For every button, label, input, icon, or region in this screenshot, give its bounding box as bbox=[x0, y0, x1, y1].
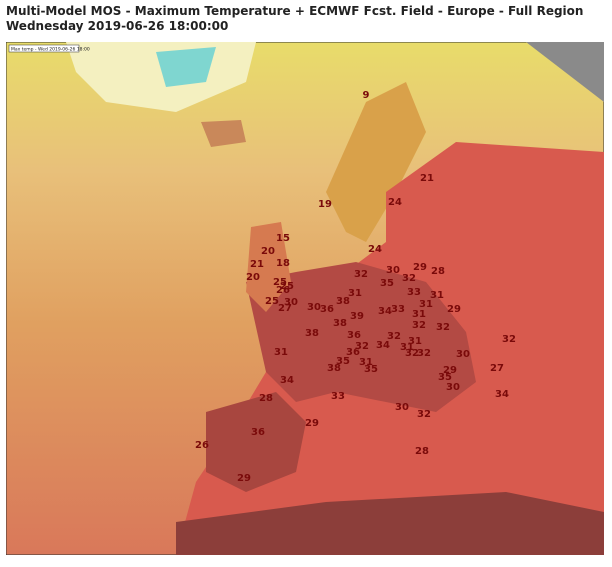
station-value: 30 bbox=[307, 302, 321, 313]
station-value: 29 bbox=[413, 262, 427, 273]
station-value: 31 bbox=[430, 290, 444, 301]
station-value: 20 bbox=[246, 272, 260, 283]
station-value: 33 bbox=[407, 287, 421, 298]
station-value: 35 bbox=[336, 356, 350, 367]
iceland bbox=[201, 120, 246, 147]
station-value: 25 bbox=[273, 277, 287, 288]
title: Multi-Model MOS - Maximum Temperature + … bbox=[6, 4, 584, 18]
station-value: 15 bbox=[276, 233, 290, 244]
station-value: 30 bbox=[386, 265, 400, 276]
station-value: 32 bbox=[387, 331, 401, 342]
legend-box bbox=[8, 44, 80, 53]
station-value: 31 bbox=[359, 357, 373, 368]
station-value: 34 bbox=[376, 340, 390, 351]
station-value: 34 bbox=[378, 306, 392, 317]
station-value: 31 bbox=[408, 336, 422, 347]
station-value: 25 bbox=[265, 296, 279, 307]
station-value: 26 bbox=[276, 285, 290, 296]
britain bbox=[246, 222, 291, 312]
station-value: 34 bbox=[280, 375, 294, 386]
scandinavia bbox=[326, 82, 426, 242]
station-value: 9 bbox=[363, 90, 370, 101]
map: Max temp - Wed 2019-06-26 18:00 9 21 19 24 1… bbox=[6, 42, 604, 555]
station-value: 38 bbox=[327, 363, 341, 374]
station-value: 32 bbox=[354, 269, 368, 280]
subtitle: Wednesday 2019-06-26 18:00:00 bbox=[6, 19, 229, 33]
station-value: 31 bbox=[400, 342, 414, 353]
station-value: 32 bbox=[402, 273, 416, 284]
station-value: 29 bbox=[447, 304, 461, 315]
station-value: 32 bbox=[417, 348, 431, 359]
station-value: 39 bbox=[350, 311, 364, 322]
station-value: 19 bbox=[318, 199, 332, 210]
station-value: 36 bbox=[251, 427, 265, 438]
station-value: 30 bbox=[446, 382, 460, 393]
station-value: 32 bbox=[502, 334, 516, 345]
station-value: 20 bbox=[261, 246, 275, 257]
station-value: 38 bbox=[333, 318, 347, 329]
north-africa bbox=[176, 492, 604, 555]
station-value: 31 bbox=[348, 288, 362, 299]
station-value: 33 bbox=[331, 391, 345, 402]
station-value: 27 bbox=[490, 363, 504, 374]
station-value: 32 bbox=[436, 322, 450, 333]
station-value: 38 bbox=[336, 296, 350, 307]
station-value: 35 bbox=[380, 278, 394, 289]
station-value: 36 bbox=[320, 304, 334, 315]
station-value: 30 bbox=[395, 402, 409, 413]
legend-note: Max temp - Wed 2019-06-26 18:00 bbox=[11, 47, 90, 53]
station-value: 32 bbox=[412, 320, 426, 331]
station-value: 27 bbox=[278, 303, 292, 314]
station-value: 29 bbox=[237, 473, 251, 484]
hot-region bbox=[246, 262, 476, 412]
station-value: 31 bbox=[274, 347, 288, 358]
station-value: 28 bbox=[415, 446, 429, 457]
station-value: 32 bbox=[417, 409, 431, 420]
station-value: 38 bbox=[305, 328, 319, 339]
station-value: 33 bbox=[391, 304, 405, 315]
header: Multi-Model MOS - Maximum Temperature + … bbox=[6, 4, 583, 34]
station-value: 32 bbox=[405, 348, 419, 359]
station-value: 35 bbox=[438, 372, 452, 383]
station-value: 28 bbox=[259, 393, 273, 404]
station-value: 24 bbox=[368, 244, 382, 255]
iberia bbox=[206, 392, 306, 492]
station-value: 32 bbox=[355, 341, 369, 352]
station-value: 30 bbox=[284, 297, 298, 308]
station-value: 31 bbox=[419, 299, 433, 310]
station-value: 24 bbox=[388, 197, 402, 208]
station-value: 35 bbox=[364, 364, 378, 375]
station-value: 26 bbox=[195, 440, 209, 451]
station-value: 31 bbox=[412, 309, 426, 320]
greenland-ice bbox=[156, 47, 216, 87]
station-value: 30 bbox=[456, 349, 470, 360]
station-value: 25 bbox=[280, 281, 294, 292]
station-value: 36 bbox=[347, 330, 361, 341]
off-map bbox=[526, 42, 604, 102]
station-value: 29 bbox=[443, 365, 457, 376]
station-value: 34 bbox=[495, 389, 509, 400]
station-value: 28 bbox=[431, 266, 445, 277]
station-value: 21 bbox=[250, 259, 264, 270]
station-value: 29 bbox=[305, 418, 319, 429]
station-value: 21 bbox=[420, 173, 434, 184]
station-value: 18 bbox=[276, 258, 290, 269]
station-value: 36 bbox=[346, 347, 360, 358]
